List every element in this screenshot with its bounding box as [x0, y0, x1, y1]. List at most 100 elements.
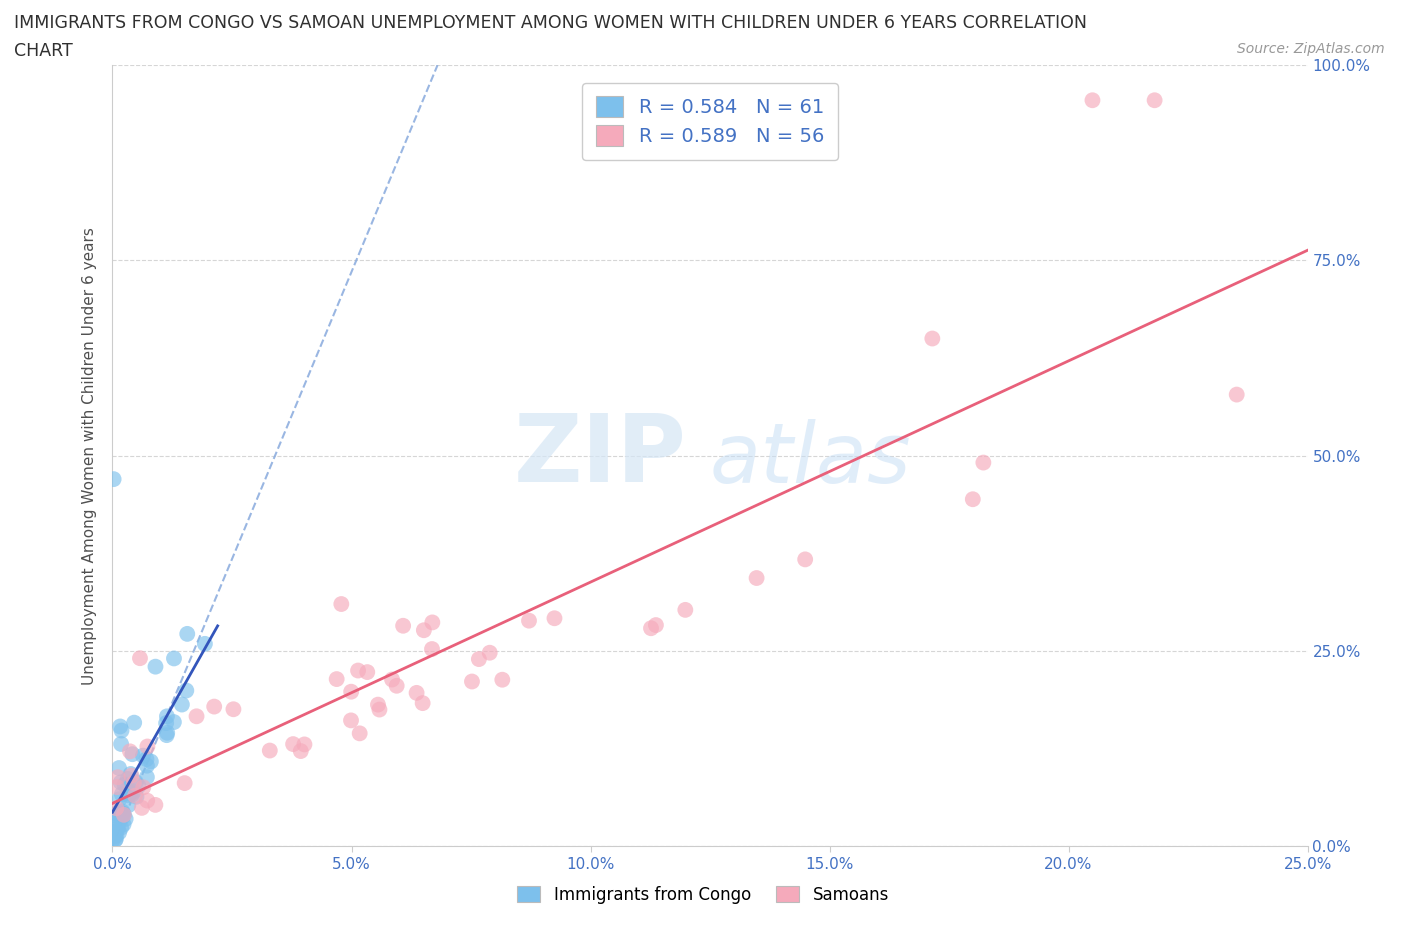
Point: [125, 775, 148, 790]
Point: [135, 770, 157, 785]
Point: [156, 709, 179, 724]
Point: [176, 684, 198, 698]
Y-axis label: Unemployment Among Women with Children Under 6 years: Unemployment Among Women with Children U…: [82, 227, 97, 684]
Point: [103, 808, 125, 823]
Point: [121, 787, 143, 802]
Point: [921, 331, 943, 346]
Point: [349, 726, 371, 741]
Point: [114, 777, 136, 792]
Point: [405, 685, 427, 700]
Point: [491, 672, 513, 687]
Text: CHART: CHART: [14, 42, 73, 60]
Point: [110, 807, 132, 822]
Point: [129, 651, 152, 666]
Point: [105, 813, 128, 828]
Point: [117, 798, 139, 813]
Point: [101, 832, 124, 847]
Point: [330, 596, 353, 611]
Point: [543, 611, 565, 626]
Text: Source: ZipAtlas.com: Source: ZipAtlas.com: [1237, 42, 1385, 56]
Point: [294, 737, 316, 751]
Point: [290, 744, 312, 759]
Point: [117, 772, 139, 787]
Point: [111, 804, 134, 819]
Point: [107, 770, 129, 785]
Point: [163, 651, 186, 666]
Point: [136, 758, 159, 773]
Point: [121, 747, 143, 762]
Point: [156, 725, 179, 740]
Point: [120, 785, 142, 800]
Point: [118, 744, 141, 759]
Point: [108, 719, 131, 734]
Point: [111, 810, 134, 825]
Point: [131, 801, 153, 816]
Text: ZIP: ZIP: [513, 410, 686, 501]
Point: [1143, 93, 1166, 108]
Point: [110, 820, 132, 835]
Point: [107, 821, 129, 836]
Point: [112, 807, 135, 822]
Point: [340, 684, 363, 699]
Point: [962, 492, 984, 507]
Point: [120, 768, 142, 783]
Point: [155, 716, 177, 731]
Legend: R = 0.584   N = 61, R = 0.589   N = 56: R = 0.584 N = 61, R = 0.589 N = 56: [582, 83, 838, 160]
Point: [108, 815, 131, 830]
Point: [673, 603, 696, 618]
Point: [145, 659, 167, 674]
Point: [128, 778, 150, 793]
Point: [972, 455, 994, 470]
Point: [104, 824, 127, 839]
Point: [104, 832, 127, 847]
Point: [392, 618, 415, 633]
Point: [118, 788, 141, 803]
Point: [110, 737, 132, 751]
Point: [478, 645, 501, 660]
Point: [108, 791, 131, 806]
Point: [163, 714, 186, 729]
Point: [461, 674, 484, 689]
Point: [105, 779, 128, 794]
Point: [156, 727, 179, 742]
Point: [176, 627, 198, 642]
Point: [112, 817, 135, 831]
Point: [136, 739, 159, 754]
Point: [103, 829, 125, 844]
Legend: Immigrants from Congo, Samoans: Immigrants from Congo, Samoans: [509, 878, 897, 912]
Point: [132, 780, 155, 795]
Point: [645, 618, 668, 632]
Point: [145, 797, 167, 812]
Point: [112, 806, 135, 821]
Text: IMMIGRANTS FROM CONGO VS SAMOAN UNEMPLOYMENT AMONG WOMEN WITH CHILDREN UNDER 6 Y: IMMIGRANTS FROM CONGO VS SAMOAN UNEMPLOY…: [14, 14, 1087, 32]
Point: [367, 698, 389, 712]
Point: [139, 754, 162, 769]
Point: [111, 787, 134, 802]
Point: [103, 825, 125, 840]
Point: [368, 702, 391, 717]
Point: [259, 743, 281, 758]
Point: [108, 825, 131, 840]
Point: [110, 775, 132, 790]
Point: [1226, 387, 1249, 402]
Point: [325, 671, 347, 686]
Point: [468, 652, 491, 667]
Point: [110, 724, 132, 738]
Point: [120, 766, 142, 781]
Point: [136, 793, 159, 808]
Point: [122, 715, 145, 730]
Point: [132, 749, 155, 764]
Point: [385, 678, 408, 693]
Point: [108, 761, 131, 776]
Point: [111, 806, 134, 821]
Point: [194, 636, 217, 651]
Point: [125, 790, 148, 804]
Point: [122, 776, 145, 790]
Point: [170, 698, 193, 712]
Point: [173, 776, 195, 790]
Point: [340, 713, 363, 728]
Point: [105, 806, 128, 821]
Point: [281, 737, 304, 751]
Point: [107, 805, 129, 820]
Point: [420, 642, 443, 657]
